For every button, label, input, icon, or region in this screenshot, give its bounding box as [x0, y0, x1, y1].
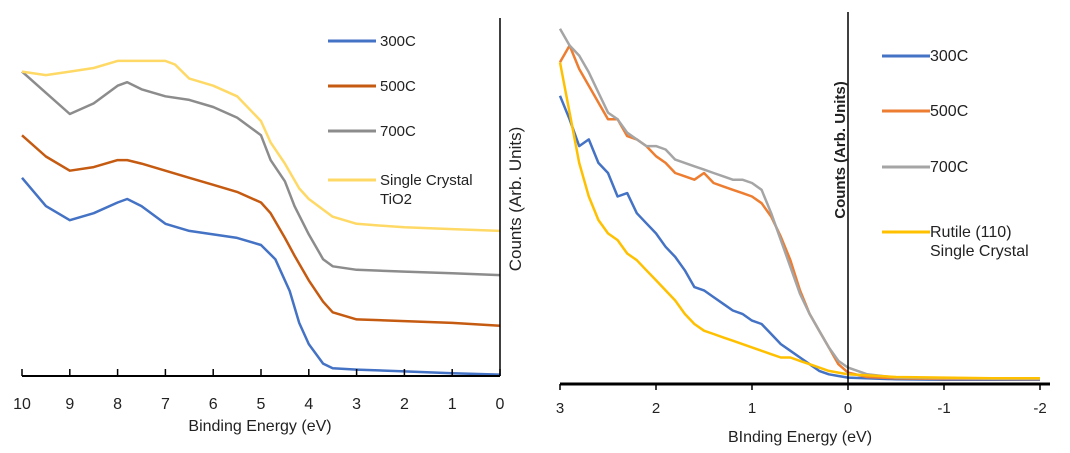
- x-tick-label: 1: [748, 400, 756, 417]
- x-tick-label: 1: [448, 396, 457, 413]
- x-axis-label: Binding Energy (eV): [188, 418, 331, 435]
- series-line-1: [558, 95, 1040, 381]
- x-tick-label: 6: [209, 396, 218, 413]
- series-layer: [21, 59, 501, 376]
- y-axis-label: Counts (Arb. Units): [506, 127, 525, 272]
- x-tick-label: 3: [556, 400, 564, 417]
- series-line-3: [558, 28, 1041, 381]
- x-tick-label: 7: [161, 396, 170, 413]
- legend: 300C 500C 700C Single Crystal TiO2: [328, 33, 473, 208]
- x-tick-layer: 3 2 1 0 -1 -2: [556, 384, 1047, 417]
- legend-label: Rutile (110) Single Crystal: [930, 224, 1029, 260]
- x-tick-label: 3: [352, 396, 361, 413]
- chart-right-svg: 3 2 1 0 -1 -2 300C 500C 700C Rutile (110) Single …: [556, 12, 1050, 446]
- legend: 300C 500C 700C Rutile (110) Single Crystal: [882, 48, 1029, 260]
- legend-label: 700C: [380, 123, 416, 140]
- chart-right: 3 2 1 0 -1 -2 300C 500C 700C Rutile (110) Single …: [540, 0, 1070, 448]
- legend-label: 300C: [930, 48, 968, 65]
- x-tick-label: 10: [13, 396, 31, 413]
- x-axis-label: BInding Energy (eV): [728, 429, 872, 446]
- series-line-3: [21, 70, 501, 277]
- legend-label: 700C: [930, 159, 968, 176]
- x-tick-label: -1: [937, 400, 950, 417]
- series-line-4: [558, 62, 1040, 380]
- legend-label: 500C: [930, 103, 968, 120]
- series-line-2: [21, 134, 501, 327]
- x-tick-label: 2: [400, 396, 409, 413]
- x-tick-label: 2: [652, 400, 660, 417]
- series-line-2: [558, 44, 1041, 381]
- x-tick-label: 4: [304, 396, 313, 413]
- legend-label: 300C: [380, 33, 416, 50]
- x-tick-label: 0: [844, 400, 852, 417]
- x-tick-label: 9: [65, 396, 74, 413]
- chart-left: 10 9 8 7 6 5 4 3 2 1 0 300C 500C 700C Single Crystal T…: [0, 0, 530, 448]
- x-tick-label: 0: [496, 396, 505, 413]
- legend-label: Single Crystal TiO2: [380, 172, 473, 208]
- series-line-4: [21, 59, 501, 233]
- y-axis-label: Counts (Arb. Units): [832, 81, 849, 218]
- x-tick-label: -2: [1033, 400, 1046, 417]
- series-line-1: [21, 176, 501, 376]
- x-tick-layer: 10 9 8 7 6 5 4 3 2 1 0: [13, 369, 505, 413]
- x-tick-label: 8: [113, 396, 122, 413]
- x-tick-label: 5: [257, 396, 266, 413]
- series-layer: [558, 28, 1041, 381]
- legend-label: 500C: [380, 78, 416, 95]
